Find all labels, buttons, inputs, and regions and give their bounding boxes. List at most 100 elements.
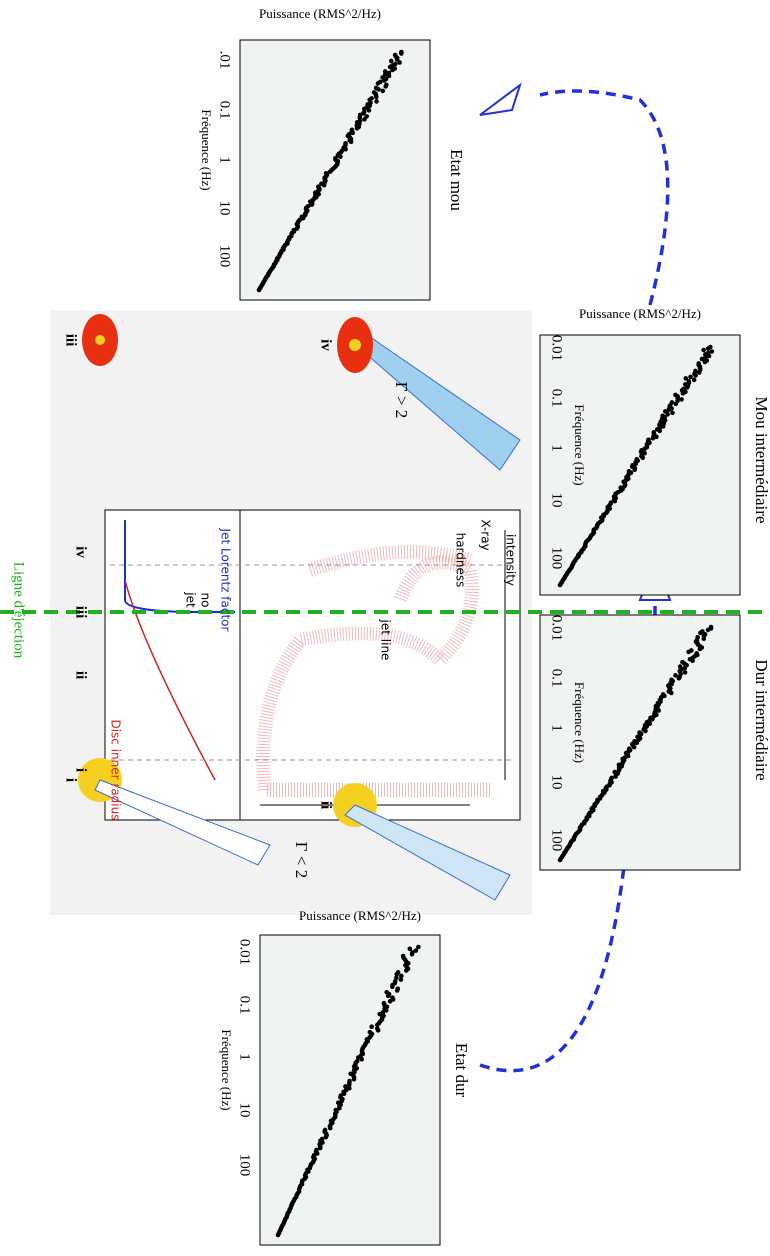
spectrum-dot bbox=[413, 948, 419, 953]
spectrum-dot bbox=[697, 646, 703, 652]
spectrum-dot bbox=[383, 84, 389, 89]
spectrum-dot bbox=[416, 944, 421, 950]
spectrum-dot bbox=[390, 984, 395, 990]
tick-label: 1 bbox=[217, 156, 233, 164]
y-axis-label: Puissance (RMS^2/Hz) bbox=[299, 908, 421, 923]
spectrum-dot bbox=[699, 356, 705, 362]
spectrum-dot bbox=[398, 977, 404, 982]
spectrum-dot bbox=[323, 1134, 329, 1140]
diagram-box bbox=[104, 509, 521, 821]
hid-track bbox=[256, 545, 490, 797]
spectrum-dot bbox=[394, 971, 400, 977]
spectrum-dot bbox=[399, 51, 404, 56]
x-axis-label: Fréquence (Hz) bbox=[572, 682, 587, 763]
tick-label: 100 bbox=[237, 1154, 253, 1177]
tick-label: 0.1 bbox=[549, 669, 565, 688]
spectrum-dot bbox=[321, 182, 327, 188]
spectrum-dot bbox=[354, 126, 360, 131]
y-axis-label: Puissance (RMS^2/Hz) bbox=[579, 306, 701, 321]
spectrum-dot bbox=[390, 67, 395, 73]
phase-label: iv bbox=[73, 546, 89, 558]
plot-frame bbox=[539, 334, 741, 596]
tick-label: 10 bbox=[549, 493, 565, 508]
spectrum-dot bbox=[376, 87, 381, 92]
spectrum-dot bbox=[691, 377, 697, 383]
tick-label: 10 bbox=[237, 1103, 253, 1118]
spectrum-dot bbox=[683, 376, 689, 381]
disc-core bbox=[95, 335, 105, 345]
jet bbox=[94, 779, 271, 866]
spectrum-dot bbox=[673, 673, 678, 678]
spectrum-dot bbox=[375, 1022, 380, 1028]
tick-label: 100 bbox=[217, 245, 233, 268]
spectrum-dot bbox=[698, 630, 703, 636]
tick-label: 0.01 bbox=[549, 615, 565, 641]
no-label: no bbox=[199, 593, 213, 608]
spectrum-dot bbox=[665, 412, 670, 417]
spectrum-dot bbox=[338, 154, 343, 160]
spectrum-dot bbox=[375, 1028, 381, 1033]
spectrum-dot bbox=[339, 1098, 344, 1104]
tick-label: 1 bbox=[549, 724, 565, 732]
xray-label: X-ray bbox=[479, 519, 493, 550]
spectrum-dot bbox=[385, 993, 391, 999]
gamma-label: Γ < 2 bbox=[292, 842, 311, 878]
spectrum-dot bbox=[693, 373, 698, 378]
tick-label: 0.1 bbox=[217, 101, 233, 120]
spectrum-dot bbox=[650, 436, 656, 441]
tick-label: 0.1 bbox=[549, 389, 565, 408]
radius-label: Disc inner radius bbox=[109, 719, 123, 820]
spectrum-dot bbox=[557, 582, 563, 588]
spectrum-dot bbox=[337, 1105, 342, 1111]
spectrum-dot bbox=[394, 975, 399, 981]
spectrum-dot bbox=[706, 353, 712, 359]
panel-title: Mou intermédiaire bbox=[752, 397, 770, 524]
spectrum-dot bbox=[647, 721, 653, 727]
disc-label: ii bbox=[318, 801, 334, 809]
tick-label: 100 bbox=[549, 829, 565, 852]
spectrum-dot bbox=[366, 108, 372, 113]
spectrum-dot bbox=[377, 1011, 383, 1017]
panel-title: Etat mou bbox=[447, 149, 466, 211]
disc-label: iii bbox=[63, 334, 79, 347]
spectrum-dot bbox=[612, 498, 618, 504]
hardness-label: hardness bbox=[454, 533, 468, 588]
spectrum-dot bbox=[656, 708, 661, 713]
tick-label: 1 bbox=[237, 1053, 253, 1061]
tick-label: 10 bbox=[549, 775, 565, 790]
spectrum-dot bbox=[343, 146, 348, 152]
spectrum-dot bbox=[682, 670, 688, 675]
spectrum-dot bbox=[705, 346, 711, 351]
spectrum-dot bbox=[680, 391, 686, 396]
spectrum-dot bbox=[327, 169, 333, 175]
spectrum-dot bbox=[682, 665, 688, 671]
plot-frame bbox=[539, 614, 741, 871]
arrow-head bbox=[479, 82, 522, 116]
spectrum-dot bbox=[702, 359, 708, 365]
spectrum-dot bbox=[355, 1055, 361, 1060]
spectrum-dot bbox=[397, 60, 402, 65]
spectrum-dot bbox=[375, 81, 381, 86]
tick-label: 0.01 bbox=[549, 335, 565, 361]
disc-core bbox=[349, 339, 361, 351]
spectrum-dot bbox=[631, 744, 637, 750]
ejection-label: Ligne d'éjection bbox=[11, 562, 27, 659]
y-axis-label: Puissance (RMS^2/Hz) bbox=[259, 6, 381, 21]
spectrum-dot bbox=[343, 1084, 348, 1089]
intensity-label: intensity bbox=[504, 534, 518, 586]
x-axis-label: Fréquence (Hz) bbox=[199, 109, 214, 190]
spectrum-dot bbox=[701, 347, 706, 353]
spectrum-dot bbox=[398, 973, 404, 979]
spectrum-dot bbox=[275, 1232, 281, 1238]
tick-label: .01 bbox=[217, 51, 233, 70]
spectrum-dot bbox=[347, 1082, 352, 1087]
spectrum-dot bbox=[557, 857, 563, 863]
tick-label: 0.1 bbox=[237, 996, 253, 1015]
spectrum-dot bbox=[362, 117, 367, 122]
spectrum-dot bbox=[309, 202, 315, 207]
spectrum-dot bbox=[640, 455, 646, 461]
spectrum-dot bbox=[634, 740, 640, 746]
spectrum-dot bbox=[348, 139, 354, 145]
spectrum-dot bbox=[669, 690, 674, 696]
spectrum-dot bbox=[676, 675, 682, 681]
